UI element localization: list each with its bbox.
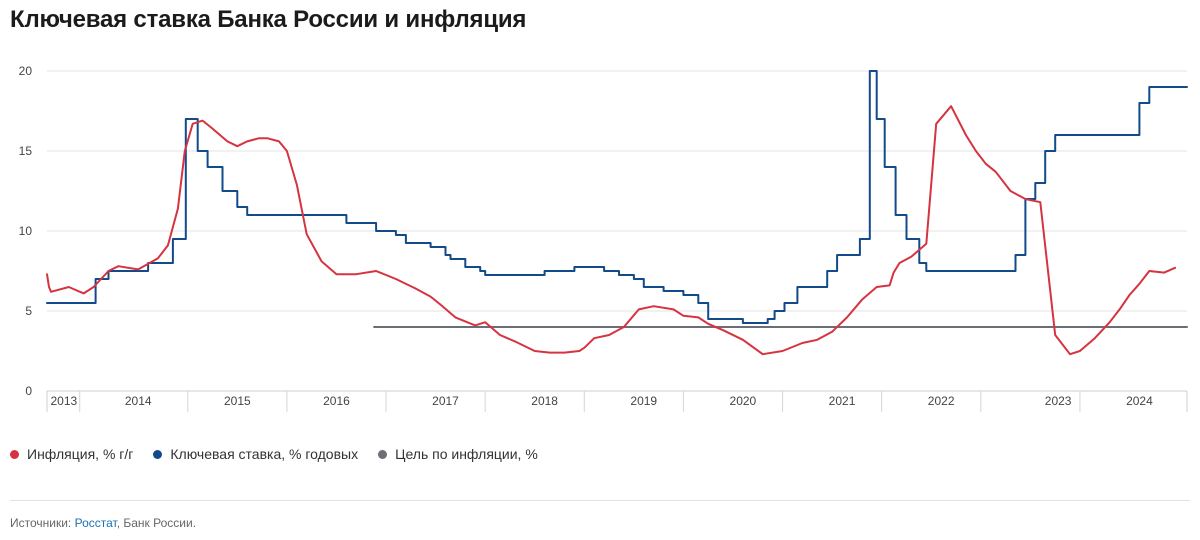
x-tick-label: 2020	[730, 394, 757, 408]
x-tick-label: 2018	[531, 394, 558, 408]
legend-item-target[interactable]: Цель по инфляции, %	[378, 446, 538, 462]
legend-item-inflation[interactable]: Инфляция, % г/г	[10, 446, 133, 462]
y-tick-label: 20	[19, 64, 33, 78]
x-tick-label: 2022	[928, 394, 955, 408]
inflation-line	[46, 105, 1177, 356]
y-tick-label: 5	[25, 304, 32, 318]
y-tick-label: 15	[19, 144, 33, 158]
x-tick-label: 2013	[51, 394, 78, 408]
key-rate-line	[46, 70, 1188, 324]
chart-canvas: 0 5 10 15 20 2013 2014 2015 2016 2017 2018 2019 202…	[19, 64, 1188, 412]
y-axis-tick-labels: 0 5 10 15 20	[19, 64, 33, 398]
source-link-rosstat[interactable]: Росстат	[74, 516, 117, 530]
x-tick-label: 2024	[1126, 394, 1153, 408]
chart-title: Ключевая ставка Банка России и инфляция	[10, 6, 527, 33]
legend: Инфляция, % г/г Ключевая ставка, % годов…	[10, 446, 538, 462]
footer-divider	[10, 500, 1190, 501]
x-tick-label: 2019	[630, 394, 657, 408]
x-tick-label: 2016	[323, 394, 350, 408]
source-note: Источники: Росстат, Банк России.	[10, 516, 196, 530]
x-tick-label: 2017	[432, 394, 459, 408]
x-tick-label: 2021	[829, 394, 856, 408]
y-tick-label: 10	[19, 224, 33, 238]
legend-dot-target	[378, 449, 388, 459]
x-tick-label: 2015	[224, 394, 251, 408]
legend-item-key-rate[interactable]: Ключевая ставка, % годовых	[153, 446, 358, 462]
y-tick-label: 0	[25, 384, 32, 398]
series-lines	[46, 70, 1188, 356]
x-tick-label: 2023	[1045, 394, 1072, 408]
grid-lines	[47, 70, 1187, 312]
x-tick-label: 2014	[125, 394, 152, 408]
source-suffix: , Банк России.	[116, 516, 197, 530]
legend-dot-inflation	[10, 449, 19, 459]
legend-label-key-rate: Ключевая ставка, % годовых	[170, 446, 359, 462]
legend-label-target: Цель по инфляции, %	[395, 446, 538, 462]
source-prefix: Источники:	[10, 516, 75, 530]
legend-label-inflation: Инфляция, % г/г	[27, 446, 134, 462]
legend-dot-key-rate	[153, 449, 163, 459]
x-axis: 2013 2014 2015 2016 2017 2018 2019 2020 2021 2022…	[46, 390, 1188, 412]
